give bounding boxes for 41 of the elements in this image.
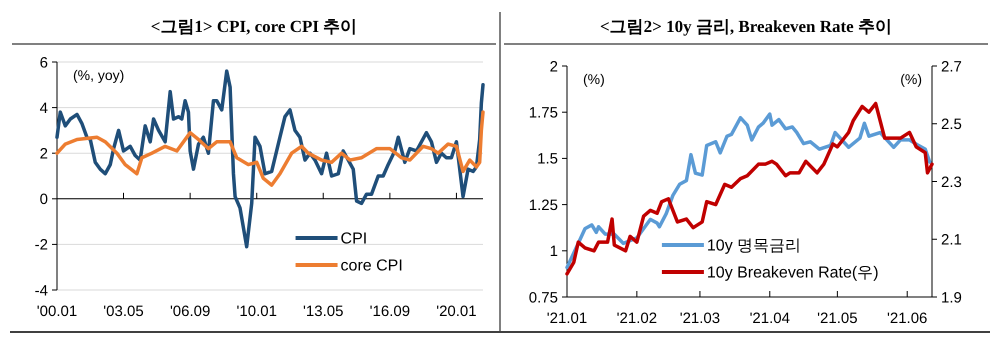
x-tick-label: '06.09 xyxy=(170,303,210,320)
x-tick-label: '00.01 xyxy=(36,303,78,320)
y2-tick-label: 1.9 xyxy=(941,289,962,306)
x-tick-label: '21.05 xyxy=(817,310,858,327)
legend-label: core CPI xyxy=(340,258,403,275)
y-tick-label: 1 xyxy=(550,243,558,260)
y2-axis-title: (%) xyxy=(900,71,922,87)
y-tick-label: 1.25 xyxy=(528,196,558,214)
y-axis-title: (%) xyxy=(583,71,605,87)
x-tick-label: '10.01 xyxy=(236,303,277,320)
y-tick-label: 2 xyxy=(550,58,558,76)
x-tick-label: '21.04 xyxy=(750,310,790,327)
y-tick-label: 4 xyxy=(40,100,48,117)
y-tick-label: -4 xyxy=(34,282,48,300)
x-tick-label: '21.03 xyxy=(680,310,720,327)
y-tick-label: -2 xyxy=(34,236,48,254)
y2-tick-label: 2.5 xyxy=(941,116,962,133)
legend-label: 10y Breakeven Rate(우) xyxy=(706,264,879,282)
x-tick-label: '20.01 xyxy=(436,303,477,320)
x-tick-label: '21.01 xyxy=(546,310,588,327)
y2-tick-label: 2.1 xyxy=(941,232,962,248)
legend-label: 10y 명목금리 xyxy=(706,238,802,255)
y-tick-label: 2 xyxy=(40,145,48,162)
y-tick-label: 1.75 xyxy=(528,104,558,122)
x-tick-label: '21.02 xyxy=(616,310,658,327)
legend-label: CPI xyxy=(340,230,368,248)
y-tick-label: 6 xyxy=(40,54,48,72)
line-series xyxy=(55,69,485,248)
y-tick-label: 0.75 xyxy=(528,289,558,306)
chart-title: <그림1> CPI, core CPI 추이 xyxy=(150,17,358,36)
x-tick-label: '03.05 xyxy=(103,303,144,320)
line-series xyxy=(55,110,485,187)
y-tick-label: 0 xyxy=(40,191,48,208)
y-axis-title: (%, yoy) xyxy=(73,67,124,83)
chart-title: <그림2> 10y 금리, Breakeven Rate 추이 xyxy=(600,17,892,36)
x-tick-label: '21.06 xyxy=(887,310,928,327)
y2-tick-label: 2.3 xyxy=(941,174,962,191)
y2-tick-label: 2.7 xyxy=(941,58,962,76)
y-tick-label: 1.5 xyxy=(537,150,558,168)
x-tick-label: '16.09 xyxy=(370,303,410,320)
x-tick-label: '13.05 xyxy=(303,303,344,320)
